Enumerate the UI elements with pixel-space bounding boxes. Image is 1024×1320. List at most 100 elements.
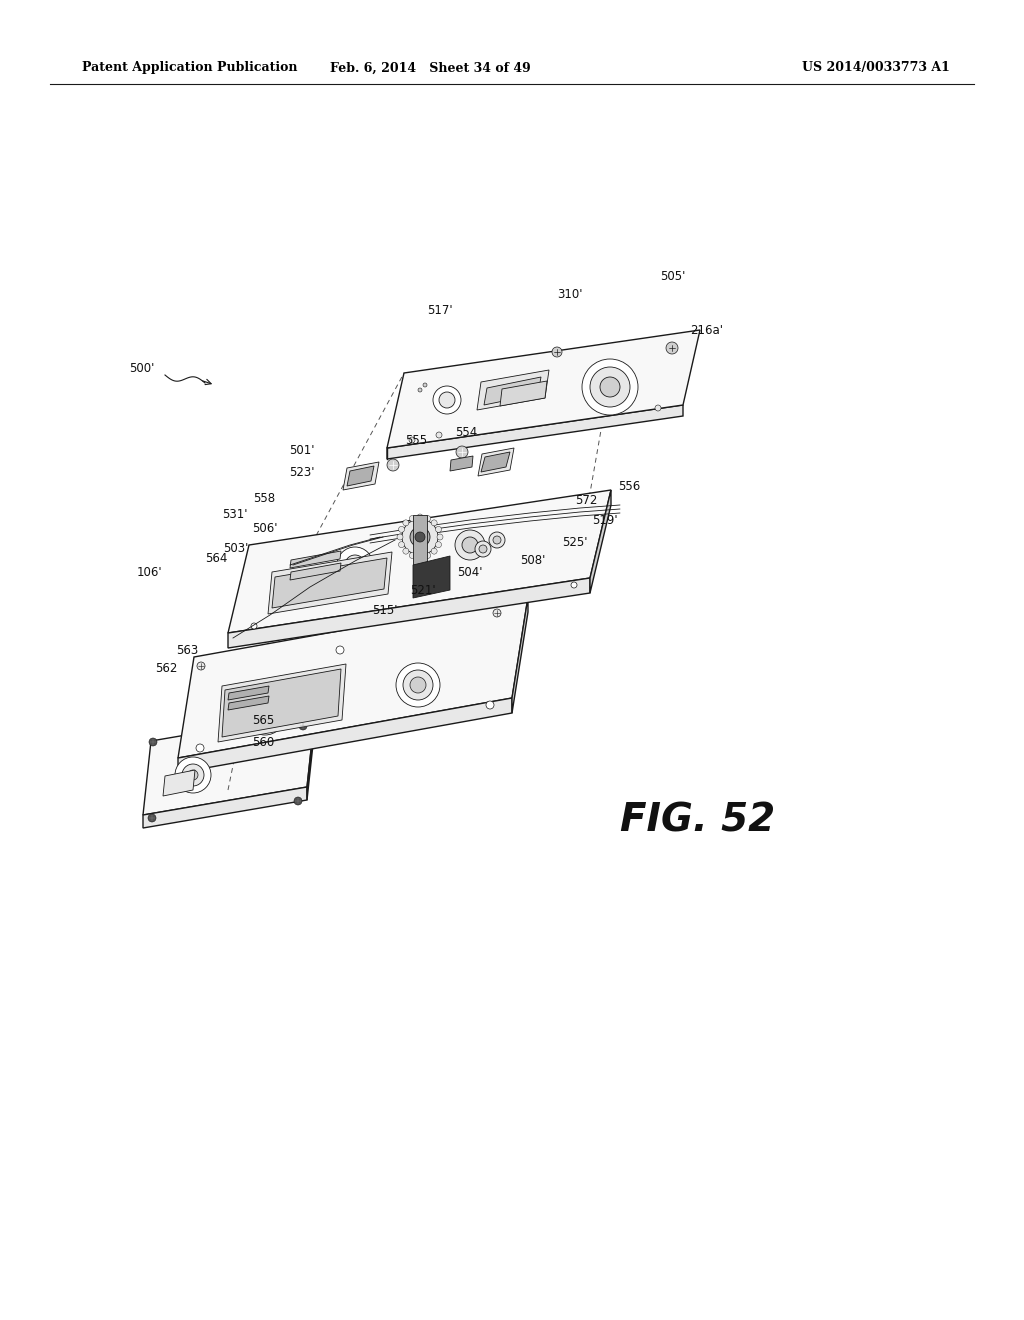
Polygon shape — [290, 564, 341, 579]
Circle shape — [655, 405, 662, 411]
Polygon shape — [500, 381, 547, 407]
Circle shape — [437, 535, 443, 540]
Circle shape — [433, 385, 461, 414]
Text: 506': 506' — [253, 521, 278, 535]
Polygon shape — [143, 787, 307, 828]
Circle shape — [435, 541, 441, 548]
Polygon shape — [228, 686, 269, 700]
Circle shape — [175, 756, 211, 793]
Polygon shape — [512, 597, 528, 713]
Circle shape — [436, 432, 442, 438]
Circle shape — [410, 516, 416, 521]
Circle shape — [294, 797, 302, 805]
Polygon shape — [218, 664, 346, 742]
Circle shape — [475, 541, 490, 557]
Circle shape — [486, 701, 494, 709]
Text: 555: 555 — [406, 433, 427, 446]
Circle shape — [409, 437, 415, 444]
Text: 564: 564 — [206, 552, 228, 565]
Polygon shape — [268, 552, 392, 614]
Text: 531': 531' — [222, 508, 248, 521]
Polygon shape — [178, 698, 512, 774]
Polygon shape — [387, 405, 683, 459]
Circle shape — [188, 770, 198, 780]
Circle shape — [182, 764, 204, 785]
Text: 508': 508' — [520, 553, 546, 566]
Circle shape — [337, 546, 373, 583]
Circle shape — [418, 388, 422, 392]
Circle shape — [590, 367, 630, 407]
Circle shape — [398, 527, 404, 532]
Circle shape — [427, 537, 433, 543]
Polygon shape — [478, 447, 514, 477]
Polygon shape — [222, 669, 341, 737]
Circle shape — [431, 520, 437, 525]
Circle shape — [600, 378, 620, 397]
Circle shape — [417, 554, 423, 560]
Text: 525': 525' — [562, 536, 588, 549]
Text: 503': 503' — [222, 541, 248, 554]
Text: 572: 572 — [575, 495, 597, 507]
Circle shape — [552, 347, 562, 356]
Polygon shape — [143, 713, 315, 814]
Text: 521': 521' — [410, 583, 435, 597]
Text: Patent Application Publication: Patent Application Publication — [82, 62, 298, 74]
Polygon shape — [481, 451, 510, 473]
Circle shape — [402, 548, 409, 554]
Polygon shape — [290, 550, 341, 568]
Circle shape — [410, 527, 430, 546]
Text: 558: 558 — [253, 491, 275, 504]
Circle shape — [415, 532, 425, 543]
Text: 500': 500' — [130, 362, 155, 375]
Circle shape — [402, 520, 409, 525]
Circle shape — [455, 531, 485, 560]
Circle shape — [410, 553, 416, 558]
Polygon shape — [590, 490, 611, 593]
Circle shape — [479, 545, 487, 553]
Text: 501': 501' — [290, 444, 315, 457]
Circle shape — [582, 359, 638, 414]
Circle shape — [259, 709, 271, 721]
Text: FIG. 52: FIG. 52 — [620, 801, 775, 840]
Text: 523': 523' — [290, 466, 315, 479]
Polygon shape — [178, 597, 528, 758]
Circle shape — [253, 704, 278, 727]
Circle shape — [666, 342, 678, 354]
Circle shape — [431, 548, 437, 554]
Circle shape — [245, 696, 285, 735]
Text: 554: 554 — [455, 425, 477, 438]
Text: 504': 504' — [457, 566, 482, 579]
Text: 560: 560 — [252, 737, 274, 750]
Polygon shape — [163, 770, 195, 796]
Text: 505': 505' — [660, 271, 685, 284]
Circle shape — [410, 677, 426, 693]
Text: 517': 517' — [427, 304, 453, 317]
Text: Feb. 6, 2014   Sheet 34 of 49: Feb. 6, 2014 Sheet 34 of 49 — [330, 62, 530, 74]
Circle shape — [423, 383, 427, 387]
Circle shape — [462, 537, 478, 553]
Polygon shape — [347, 466, 374, 486]
Circle shape — [196, 744, 204, 752]
Circle shape — [435, 527, 441, 532]
Polygon shape — [272, 558, 387, 609]
Circle shape — [571, 582, 577, 587]
Circle shape — [439, 392, 455, 408]
Polygon shape — [343, 462, 379, 490]
Text: 562: 562 — [156, 661, 178, 675]
Text: 216a': 216a' — [690, 323, 723, 337]
Circle shape — [425, 516, 431, 521]
Circle shape — [489, 532, 505, 548]
Circle shape — [148, 814, 156, 822]
Circle shape — [251, 623, 257, 630]
Circle shape — [387, 459, 399, 471]
Text: 515': 515' — [372, 603, 397, 616]
Circle shape — [397, 535, 403, 540]
Polygon shape — [484, 378, 541, 405]
Text: 519': 519' — [592, 515, 617, 528]
Text: 106': 106' — [136, 566, 162, 579]
Circle shape — [402, 519, 438, 554]
Circle shape — [336, 645, 344, 653]
Polygon shape — [228, 578, 590, 648]
Polygon shape — [228, 696, 269, 710]
Polygon shape — [413, 515, 427, 565]
